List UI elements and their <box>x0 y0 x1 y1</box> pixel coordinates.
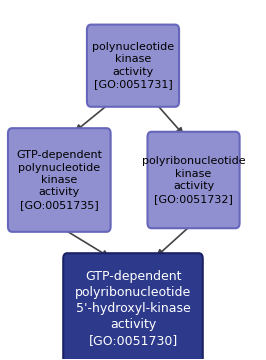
Text: polynucleotide
kinase
activity
[GO:0051731]: polynucleotide kinase activity [GO:00517… <box>92 42 174 89</box>
FancyBboxPatch shape <box>8 128 111 232</box>
FancyBboxPatch shape <box>87 24 179 107</box>
FancyBboxPatch shape <box>147 132 240 228</box>
FancyBboxPatch shape <box>63 253 203 360</box>
Text: polyribonucleotide
kinase
activity
[GO:0051732]: polyribonucleotide kinase activity [GO:0… <box>142 156 245 204</box>
Text: GTP-dependent
polyribonucleotide
5'-hydroxyl-kinase
activity
[GO:0051730]: GTP-dependent polyribonucleotide 5'-hydr… <box>75 270 191 347</box>
Text: GTP-dependent
polynucleotide
kinase
activity
[GO:0051735]: GTP-dependent polynucleotide kinase acti… <box>16 150 102 210</box>
